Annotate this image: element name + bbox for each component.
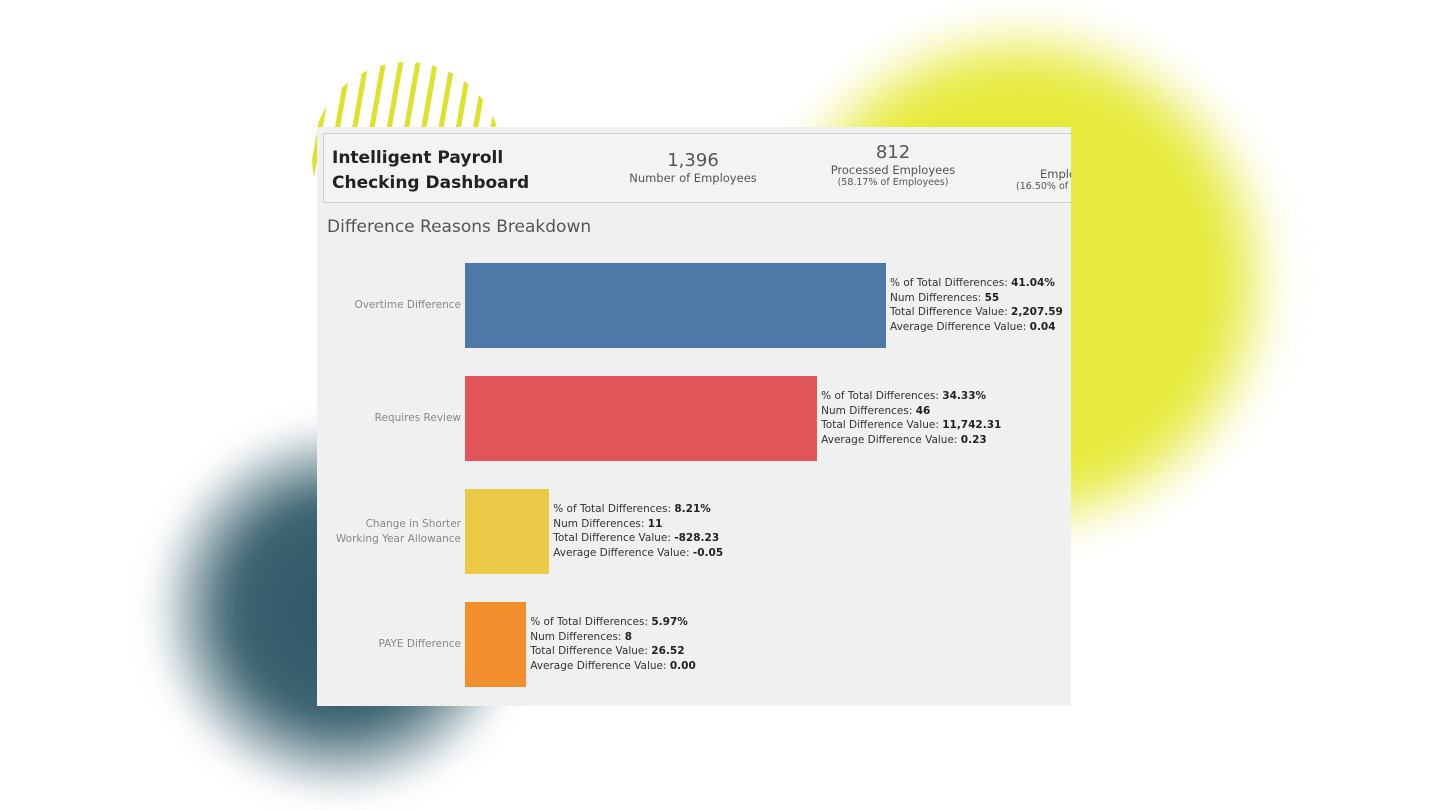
detail-name: % of Total Differences: bbox=[553, 503, 671, 515]
dashboard: Intelligent Payroll Checking Dashboard 1… bbox=[317, 127, 1071, 706]
bar-details: % of Total Differences: 5.97% Num Differe… bbox=[530, 615, 696, 673]
kpi-sublabel: (16.50% of F bbox=[1016, 181, 1071, 192]
detail-row: Total Difference Value: 26.52 bbox=[530, 644, 696, 659]
detail-name: Num Differences: bbox=[553, 517, 645, 530]
detail-value: 5.97% bbox=[651, 616, 688, 628]
detail-name: Average Difference Value: bbox=[530, 659, 667, 672]
dashboard-title: Intelligent Payroll Checking Dashboard bbox=[332, 148, 530, 193]
detail-value: 8 bbox=[624, 630, 633, 643]
kpi: Employ (16.50% of F bbox=[1016, 167, 1071, 192]
detail-value: 26.52 bbox=[651, 645, 685, 657]
detail-value: 55 bbox=[984, 291, 1000, 304]
detail-value: -0.05 bbox=[692, 546, 724, 559]
detail-row: Average Difference Value: 0.00 bbox=[530, 659, 696, 674]
detail-row: % of Total Differences: 41.04% bbox=[890, 276, 1063, 291]
detail-name: Average Difference Value: bbox=[890, 320, 1027, 333]
detail-name: Total Difference Value: bbox=[821, 419, 939, 431]
detail-name: Total Difference Value: bbox=[530, 645, 648, 657]
bar bbox=[465, 602, 527, 687]
detail-name: Total Difference Value: bbox=[890, 306, 1008, 318]
detail-name: Num Differences: bbox=[821, 404, 913, 417]
detail-name: % of Total Differences: bbox=[821, 390, 939, 402]
detail-name: Total Difference Value: bbox=[553, 532, 671, 544]
detail-row: Average Difference Value: -0.05 bbox=[553, 546, 723, 561]
detail-name: Num Differences: bbox=[530, 630, 622, 643]
bar bbox=[465, 263, 886, 348]
detail-name: Average Difference Value: bbox=[821, 433, 958, 446]
detail-row: Average Difference Value: 0.23 bbox=[821, 433, 1001, 448]
detail-value: 11,742.31 bbox=[942, 419, 1002, 431]
kpi-label: Employ bbox=[1040, 167, 1071, 181]
kpi: 812 Processed Employees (58.17% of Emplo… bbox=[793, 142, 993, 188]
kpi-value: 812 bbox=[875, 142, 911, 163]
detail-value: 41.04% bbox=[1011, 277, 1055, 289]
detail-value: 11 bbox=[647, 517, 663, 530]
detail-row: Average Difference Value: 0.04 bbox=[890, 320, 1063, 335]
kpi: 1,396 Number of Employees bbox=[593, 150, 793, 185]
kpi-label: Number of Employees bbox=[629, 171, 757, 185]
bar-details: % of Total Differences: 41.04% Num Differ… bbox=[890, 276, 1063, 334]
detail-row: Num Differences: 55 bbox=[890, 291, 1063, 306]
category-label: PAYE Difference bbox=[378, 638, 461, 650]
detail-row: Num Differences: 8 bbox=[530, 630, 696, 645]
header: Intelligent Payroll Checking Dashboard 1… bbox=[323, 133, 1071, 203]
detail-name: % of Total Differences: bbox=[890, 277, 1008, 289]
detail-name: Average Difference Value: bbox=[553, 546, 690, 559]
detail-row: Num Differences: 11 bbox=[553, 517, 723, 532]
category-label: Requires Review bbox=[374, 412, 461, 424]
kpi-label: Processed Employees bbox=[830, 163, 956, 177]
detail-value: 0.23 bbox=[960, 433, 987, 446]
detail-row: Num Differences: 46 bbox=[821, 404, 1001, 419]
category-label: Change in Shorter Working Year Allowance bbox=[335, 517, 461, 545]
detail-row: % of Total Differences: 34.33% bbox=[821, 389, 1001, 404]
detail-row: Total Difference Value: -828.23 bbox=[553, 531, 723, 546]
detail-value: 34.33% bbox=[942, 390, 987, 402]
bar-details: % of Total Differences: 8.21% Num Differe… bbox=[553, 502, 723, 560]
kpi-sublabel: (58.17% of Employees) bbox=[837, 177, 949, 188]
bar-details: % of Total Differences: 34.33% Num Differ… bbox=[821, 389, 1001, 447]
detail-row: % of Total Differences: 5.97% bbox=[530, 615, 696, 630]
detail-row: % of Total Differences: 8.21% bbox=[553, 502, 723, 517]
bar bbox=[465, 489, 550, 574]
detail-name: Num Differences: bbox=[890, 291, 982, 304]
detail-value: 8.21% bbox=[674, 503, 711, 515]
chart-title: Difference Reasons Breakdown bbox=[327, 217, 592, 237]
category-label: Overtime Difference bbox=[354, 299, 461, 311]
detail-value: 46 bbox=[915, 404, 931, 417]
chart: Overtime Difference % of Total Difference… bbox=[317, 127, 1071, 706]
detail-value: 2,207.59 bbox=[1011, 306, 1063, 318]
detail-row: Total Difference Value: 2,207.59 bbox=[890, 305, 1063, 320]
detail-name: % of Total Differences: bbox=[530, 616, 649, 628]
detail-value: 0.04 bbox=[1029, 320, 1056, 333]
detail-value: -828.23 bbox=[674, 532, 720, 544]
detail-value: 0.00 bbox=[669, 659, 696, 672]
kpi-value: 1,396 bbox=[667, 150, 719, 171]
bar bbox=[465, 376, 818, 461]
detail-row: Total Difference Value: 11,742.31 bbox=[821, 418, 1001, 433]
